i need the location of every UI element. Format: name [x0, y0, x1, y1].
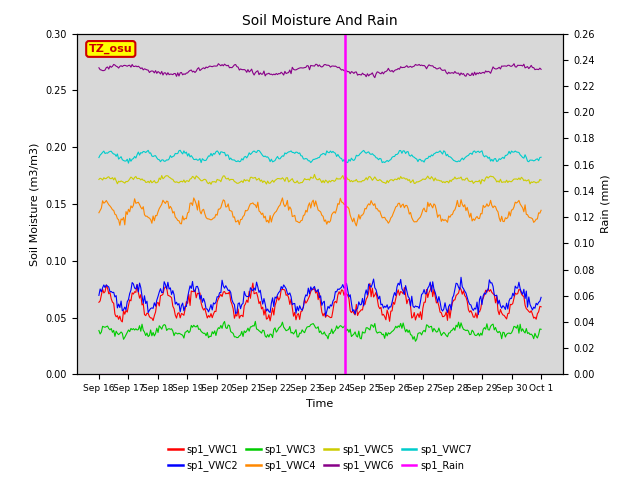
Y-axis label: Soil Moisture (m3/m3): Soil Moisture (m3/m3)	[30, 142, 40, 266]
Legend: sp1_VWC1, sp1_VWC2, sp1_VWC3, sp1_VWC4, sp1_VWC5, sp1_VWC6, sp1_VWC7, sp1_Rain: sp1_VWC1, sp1_VWC2, sp1_VWC3, sp1_VWC4, …	[164, 441, 476, 475]
Text: TZ_osu: TZ_osu	[89, 44, 132, 54]
X-axis label: Time: Time	[307, 399, 333, 408]
Y-axis label: Rain (mm): Rain (mm)	[600, 175, 610, 233]
Title: Soil Moisture And Rain: Soil Moisture And Rain	[242, 14, 398, 28]
